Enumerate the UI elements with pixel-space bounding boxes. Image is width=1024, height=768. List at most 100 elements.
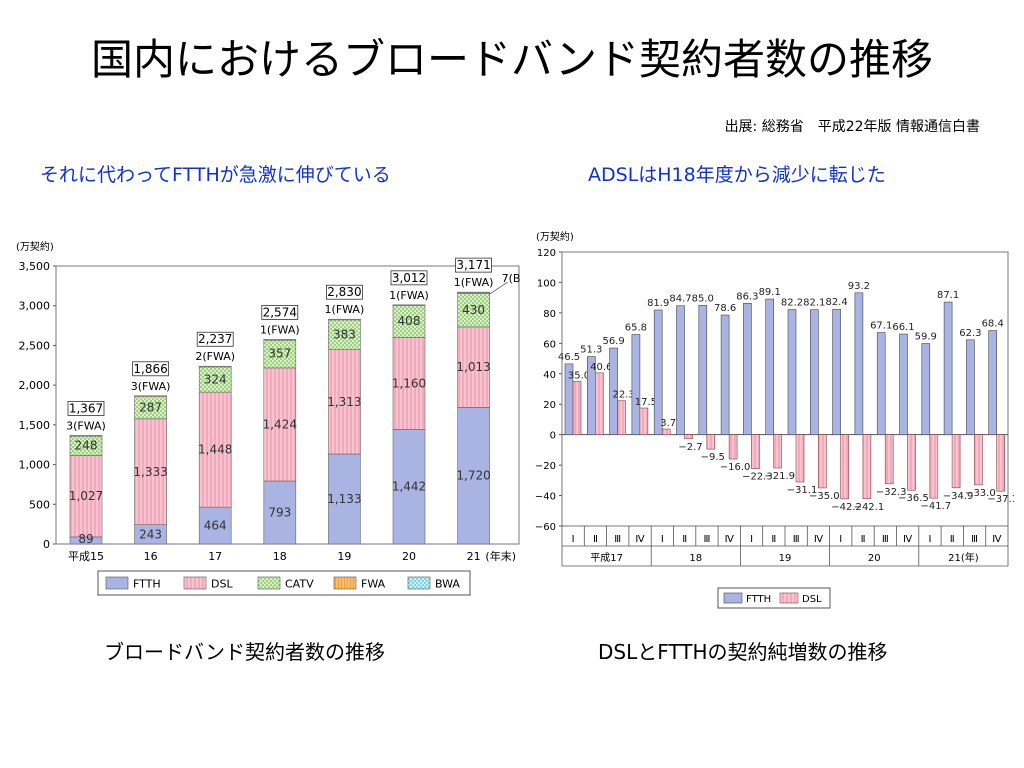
dsl-value-label: −16.0 xyxy=(720,462,751,473)
bar-ftth xyxy=(854,292,864,435)
bar-dsl xyxy=(198,391,232,508)
y-tick-label: 500 xyxy=(29,498,50,511)
y-tick-label: −40 xyxy=(535,492,556,503)
segment-value-label: 248 xyxy=(75,439,98,453)
ftth-value-label: 67.1 xyxy=(870,321,892,332)
segment-value-label: 1,720 xyxy=(456,469,490,483)
x-axis-label: (年末) xyxy=(485,549,516,563)
bar-dsl xyxy=(328,349,361,455)
bar-fwa xyxy=(134,395,167,397)
bar-dsl xyxy=(134,418,167,525)
legend-label: DSL xyxy=(802,594,822,605)
segment-value-label: 1,442 xyxy=(392,480,426,494)
bar-ftth xyxy=(765,298,774,435)
legend-swatch-fwa xyxy=(333,576,357,590)
bar-ftth xyxy=(263,480,297,545)
bar-dsl xyxy=(795,434,805,483)
x-tick-label: 19 xyxy=(337,550,351,563)
bar-fwa xyxy=(69,435,103,437)
quarter-label: Ⅳ xyxy=(725,534,735,545)
bar-ftth xyxy=(457,407,490,545)
bar-ftth xyxy=(899,333,908,435)
ftth-value-label: 68.4 xyxy=(982,319,1004,330)
dsl-value-label: 35.0 xyxy=(568,370,590,381)
segment-value-label: 1,313 xyxy=(327,395,361,409)
ftth-value-label: 82.4 xyxy=(825,297,847,308)
fwa-label: 1(FWA) xyxy=(260,323,300,336)
segment-value-label: 1,133 xyxy=(327,492,361,506)
dsl-value-label: 17.5 xyxy=(635,397,657,408)
bar-bwa xyxy=(457,291,490,294)
bar-dsl xyxy=(884,434,894,485)
bar-fwa xyxy=(198,365,232,368)
bar-dsl xyxy=(862,434,872,500)
ftth-value-label: 78.6 xyxy=(714,303,736,314)
quarter-label: Ⅰ xyxy=(661,534,664,545)
segment-value-label: 1,160 xyxy=(392,376,426,390)
dsl-value-label: 3.7 xyxy=(660,418,676,429)
dsl-value-label: −41.7 xyxy=(920,501,951,512)
subtitle-right: ADSLはH18年度から減少に転じた xyxy=(588,164,886,186)
bar-dsl xyxy=(706,434,716,450)
quarter-label: Ⅰ xyxy=(839,534,842,545)
segment-value-label: 89 xyxy=(78,532,93,546)
x-tick-label: 20 xyxy=(402,550,416,563)
ftth-value-label: 84.7 xyxy=(669,294,691,305)
bar-ftth xyxy=(809,309,819,435)
ftth-value-label: 86.3 xyxy=(736,291,758,302)
quarter-label: Ⅱ xyxy=(682,534,687,545)
quarter-label: Ⅱ xyxy=(771,534,776,545)
quarter-label: Ⅱ xyxy=(593,534,598,545)
segment-value-label: 408 xyxy=(398,314,421,328)
bar-ftth xyxy=(698,304,708,435)
bar-dsl xyxy=(996,434,1006,492)
quarter-label: Ⅲ xyxy=(793,534,800,545)
ftth-value-label: 81.9 xyxy=(647,298,669,309)
stacked-bar-chart: (万契約) 0 500 1,000 1,500 2,000 2,500 3,000 3,500 8… xyxy=(16,240,520,596)
segment-value-label: 1,013 xyxy=(456,360,490,374)
fwa-label: 3(FWA) xyxy=(66,419,106,432)
total-label: 3,171 xyxy=(456,258,490,272)
dsl-value-label: −42.2 xyxy=(831,502,862,513)
quarter-label: Ⅳ xyxy=(814,534,824,545)
dsl-value-label: −37.1 xyxy=(987,494,1014,505)
segment-value-label: 324 xyxy=(204,372,227,386)
year-label: 18 xyxy=(689,553,702,564)
bar-dsl xyxy=(639,407,649,435)
ftth-value-label: 82.2 xyxy=(781,298,803,309)
segment-value-label: 793 xyxy=(268,506,291,520)
segment-value-label: 430 xyxy=(462,303,485,317)
quarter-label: Ⅰ xyxy=(750,534,753,545)
bar-ftth xyxy=(876,332,886,435)
x-tick-label: 17 xyxy=(208,550,222,563)
dsl-value-label: −35.0 xyxy=(809,491,840,502)
slide-title: 国内におけるブロードバンド契約者数の推移 xyxy=(90,35,934,84)
legend-swatch-dsl xyxy=(779,592,799,604)
bar-ftth xyxy=(392,429,426,545)
ftth-value-label: 93.2 xyxy=(848,281,870,292)
legend-swatch-ftth xyxy=(723,592,743,604)
ftth-value-label: 82.1 xyxy=(803,298,825,309)
bar-ftth xyxy=(988,330,998,435)
dsl-value-label: 22.3 xyxy=(612,390,634,401)
y-tick-label: 0 xyxy=(43,538,50,551)
bar-ftth xyxy=(328,453,361,545)
legend-label: BWA xyxy=(435,578,460,591)
y-tick-label: 100 xyxy=(537,278,556,289)
bar-ftth xyxy=(832,308,841,435)
dsl-value-label: −33.0 xyxy=(965,488,996,499)
legend-swatch-dsl xyxy=(183,576,207,590)
quarter-label: Ⅰ xyxy=(572,534,575,545)
net-increase-bar-chart: (万契約) −60 −40 −20 0 20 40 60 80 100 120 46.5 35.0 51.… xyxy=(535,230,1014,609)
legend-label: FWA xyxy=(361,578,386,591)
bar-ftth xyxy=(676,305,685,435)
segment-value-label: 357 xyxy=(268,347,291,361)
y-tick-label: 3,000 xyxy=(19,300,51,313)
bar-ftth xyxy=(609,347,618,435)
segment-value-label: 1,333 xyxy=(133,465,167,479)
fwa-label: 2(FWA) xyxy=(195,350,235,363)
dsl-value-label: −9.5 xyxy=(701,452,725,463)
y-tick-label: −60 xyxy=(535,522,556,533)
y-tick-label: 60 xyxy=(543,339,556,350)
ftth-value-label: 85.0 xyxy=(692,293,714,304)
